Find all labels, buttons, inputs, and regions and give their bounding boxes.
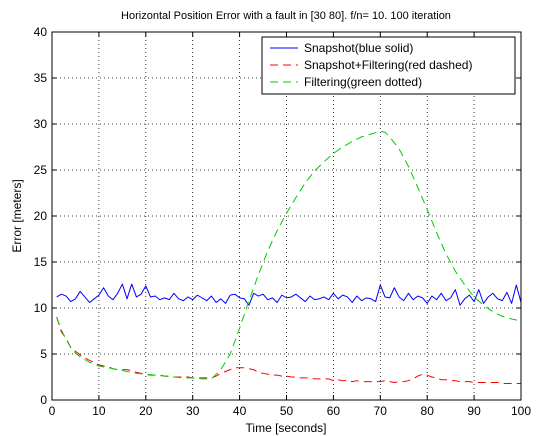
- y-tick-label: 15: [34, 255, 48, 269]
- x-tick-label: 10: [92, 404, 106, 418]
- y-tick-label: 40: [34, 25, 48, 39]
- x-tick-label: 90: [467, 404, 481, 418]
- y-tick-label: 35: [34, 71, 48, 85]
- grid-lines: [52, 32, 521, 400]
- legend-label: Snapshot+Filtering(red dashed): [304, 58, 472, 72]
- x-tick-label: 50: [280, 404, 294, 418]
- legend-box: [261, 36, 516, 95]
- axis-ticks: 0 10 20 30 40 50 60 70 80 90 100 0 5 10 15 20 25 30 35 40: [34, 25, 532, 418]
- x-tick-label: 40: [233, 404, 247, 418]
- series-line-1: [56, 283, 522, 306]
- x-tick-label: 20: [139, 404, 153, 418]
- legend-label: Snapshot(blue solid): [304, 41, 413, 55]
- x-tick-label: 0: [49, 404, 56, 418]
- y-tick-label: 0: [40, 393, 47, 407]
- y-tick-label: 20: [34, 209, 48, 223]
- series-lines: [56, 130, 522, 384]
- series-line-2: [56, 317, 521, 384]
- legend-label: Filtering(green dotted): [304, 75, 422, 89]
- series-line-3: [56, 130, 522, 380]
- x-tick-label: 30: [186, 404, 200, 418]
- y-tick-label: 30: [34, 117, 48, 131]
- x-tick-label: 100: [511, 404, 531, 418]
- y-axis-label: Error [meters]: [10, 179, 24, 252]
- x-tick-label: 70: [374, 404, 388, 418]
- y-tick-label: 10: [34, 301, 48, 315]
- y-tick-label: 5: [40, 347, 47, 361]
- x-tick-label: 80: [421, 404, 435, 418]
- x-tick-label: 60: [327, 404, 341, 418]
- y-tick-label: 25: [34, 163, 48, 177]
- legend: Snapshot(blue solid) Snapshot+Filtering(r…: [261, 36, 516, 95]
- x-axis-label: Time [seconds]: [246, 421, 327, 435]
- chart-title: Horizontal Position Error with a fault i…: [121, 10, 451, 22]
